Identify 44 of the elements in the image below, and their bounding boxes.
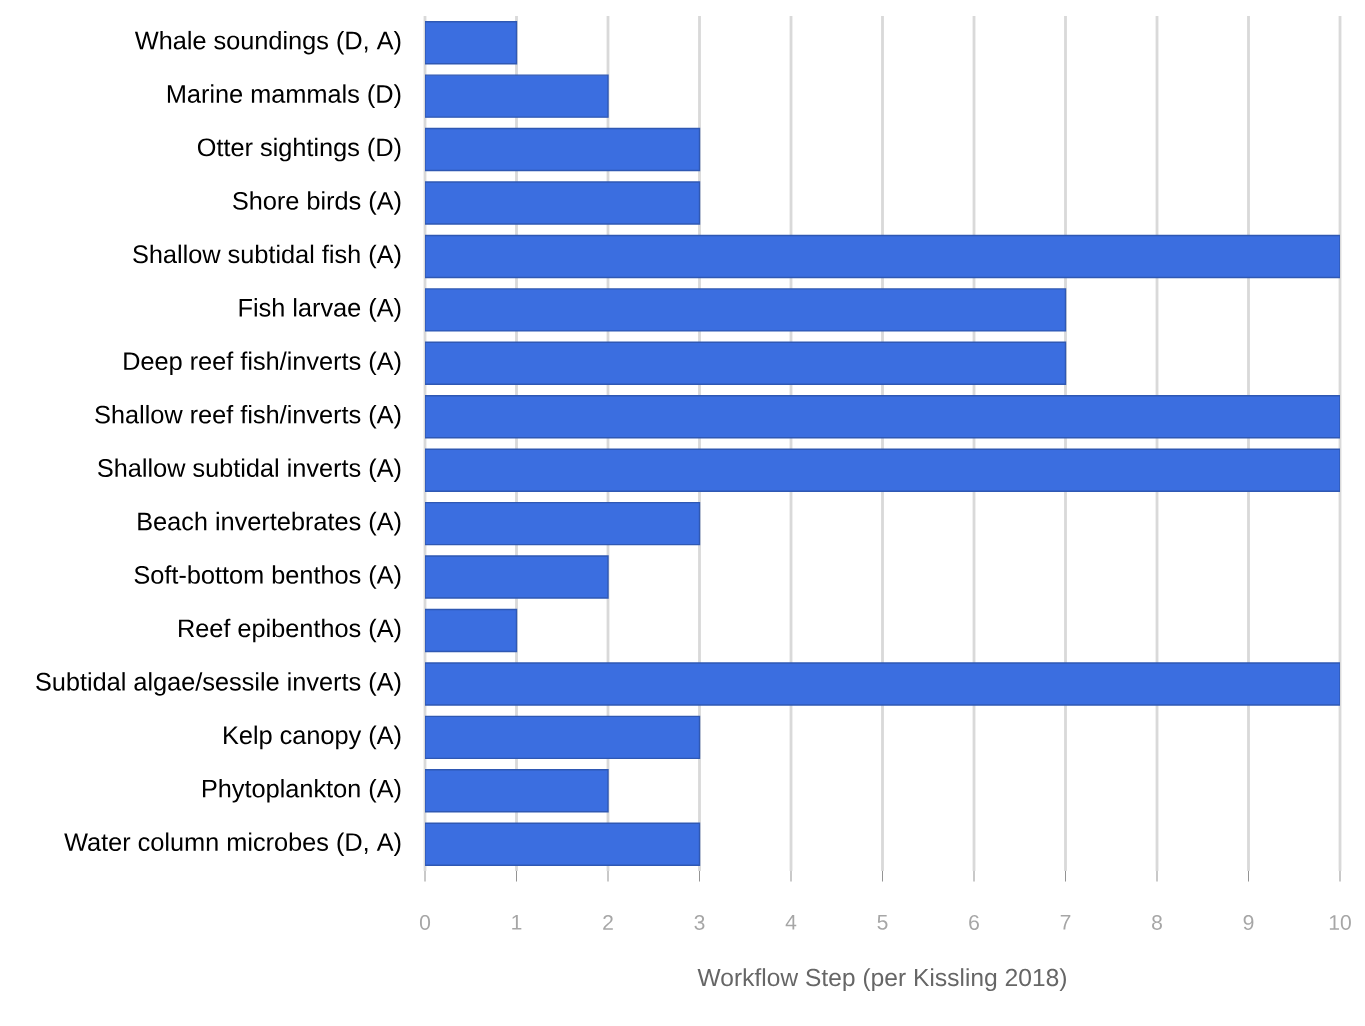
- bar: [425, 341, 1067, 386]
- y-tick-label: Water column microbes (D, A): [64, 832, 401, 857]
- x-tick-label: 8: [1152, 915, 1162, 930]
- bar: [425, 448, 1341, 492]
- y-tick-label: Soft-bottom benthos (A): [134, 565, 401, 589]
- y-tick-label: Whale soundings (D, A): [134, 30, 401, 55]
- bar: [425, 608, 518, 653]
- bar: [425, 21, 518, 65]
- bar: [425, 501, 701, 546]
- bar: [425, 181, 701, 225]
- x-axis-title: Workflow Step (per Kissling 2018): [697, 968, 1066, 992]
- y-tick-label: Shore birds (A): [233, 191, 401, 215]
- bar: [425, 769, 609, 813]
- x-tick-label: 4: [785, 915, 797, 930]
- x-tick-label: 2: [603, 915, 613, 930]
- y-tick-label: Marine mammals (D): [167, 84, 401, 108]
- bar: [425, 555, 609, 599]
- bar: [425, 662, 1341, 706]
- bar: [425, 715, 701, 760]
- x-tick-label: 5: [877, 915, 888, 930]
- y-tick-label: Fish larvae (A): [239, 298, 401, 322]
- x-tick-label: 9: [1243, 915, 1254, 930]
- y-tick-label: Shallow reef fish/inverts (A): [95, 404, 401, 429]
- y-tick-label: Deep reef fish/inverts (A): [124, 351, 401, 376]
- bar: [425, 395, 1341, 439]
- y-tick-label: Beach invertebrates (A): [138, 511, 401, 536]
- y-tick-label: Subtidal algae/sessile inverts (A): [36, 672, 401, 696]
- y-tick-label: Phytoplankton (A): [202, 779, 401, 803]
- y-tick-label: Shallow subtidal inverts (A): [98, 458, 401, 482]
- bar: [425, 127, 701, 172]
- bar: [425, 822, 701, 866]
- x-tick-label: 3: [694, 915, 705, 930]
- bar: [425, 234, 1341, 279]
- y-tick-label: Shallow subtidal fish (A): [133, 244, 401, 269]
- x-tick-label: 10: [1329, 915, 1351, 930]
- x-tick-label: 1: [512, 915, 522, 930]
- y-tick-label: Otter sightings (D): [197, 137, 401, 162]
- x-tick-label: 6: [969, 915, 979, 930]
- y-tick-label: Kelp canopy (A): [224, 725, 401, 750]
- x-tick-label: 0: [419, 915, 431, 930]
- y-tick-label: Reef epibenthos (A): [179, 618, 401, 643]
- x-tick-label: 7: [1060, 915, 1071, 930]
- bar: [425, 74, 609, 118]
- bar: [425, 288, 1067, 332]
